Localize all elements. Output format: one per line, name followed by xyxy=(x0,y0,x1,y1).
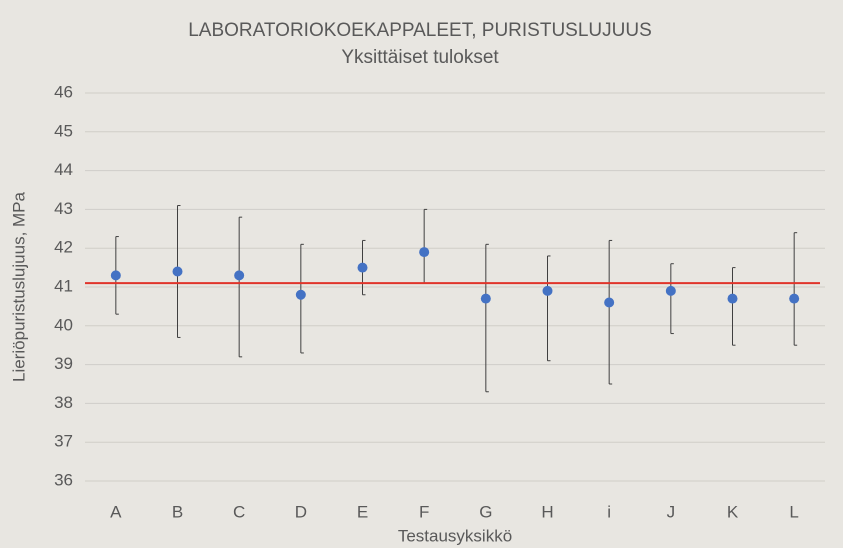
x-tick-label: i xyxy=(607,502,611,521)
x-tick-label: J xyxy=(667,502,676,521)
x-tick-label: D xyxy=(295,502,307,521)
y-tick-label: 41 xyxy=(54,276,73,295)
data-point xyxy=(727,293,738,304)
y-tick-label: 42 xyxy=(54,238,73,257)
data-point xyxy=(357,262,368,273)
y-tick-label: 38 xyxy=(54,393,73,412)
chart-subtitle: Yksittäiset tulokset xyxy=(341,47,499,68)
y-tick-label: 45 xyxy=(54,121,73,140)
x-tick-label: G xyxy=(479,502,492,521)
y-tick-label: 39 xyxy=(54,354,73,373)
x-tick-label: K xyxy=(727,502,739,521)
x-axis-label: Testausyksikkö xyxy=(398,526,512,545)
y-tick-label: 37 xyxy=(54,432,73,451)
data-point xyxy=(110,270,121,281)
x-tick-label: E xyxy=(357,502,368,521)
x-tick-label: B xyxy=(172,502,183,521)
y-tick-label: 36 xyxy=(54,470,73,489)
y-tick-label: 43 xyxy=(54,199,73,218)
data-point xyxy=(419,247,430,258)
data-point xyxy=(234,270,245,281)
data-point xyxy=(480,293,491,304)
y-tick-label: 44 xyxy=(54,160,73,179)
y-tick-label: 46 xyxy=(54,82,73,101)
x-tick-label: C xyxy=(233,502,245,521)
data-point xyxy=(665,285,676,296)
x-tick-label: H xyxy=(541,502,553,521)
y-tick-label: 40 xyxy=(54,315,73,334)
x-tick-label: L xyxy=(789,502,798,521)
data-point xyxy=(604,297,615,308)
data-point xyxy=(172,266,183,277)
data-point xyxy=(542,285,553,296)
data-point xyxy=(295,289,306,300)
chart-title: LABORATORIOKOEKAPPALEET, PURISTUSLUJUUS xyxy=(188,20,652,41)
x-tick-label: F xyxy=(419,502,429,521)
y-axis-label: Lieriöpuristuslujuus, MPa xyxy=(9,191,28,381)
data-point xyxy=(789,293,800,304)
x-tick-label: A xyxy=(110,502,122,521)
